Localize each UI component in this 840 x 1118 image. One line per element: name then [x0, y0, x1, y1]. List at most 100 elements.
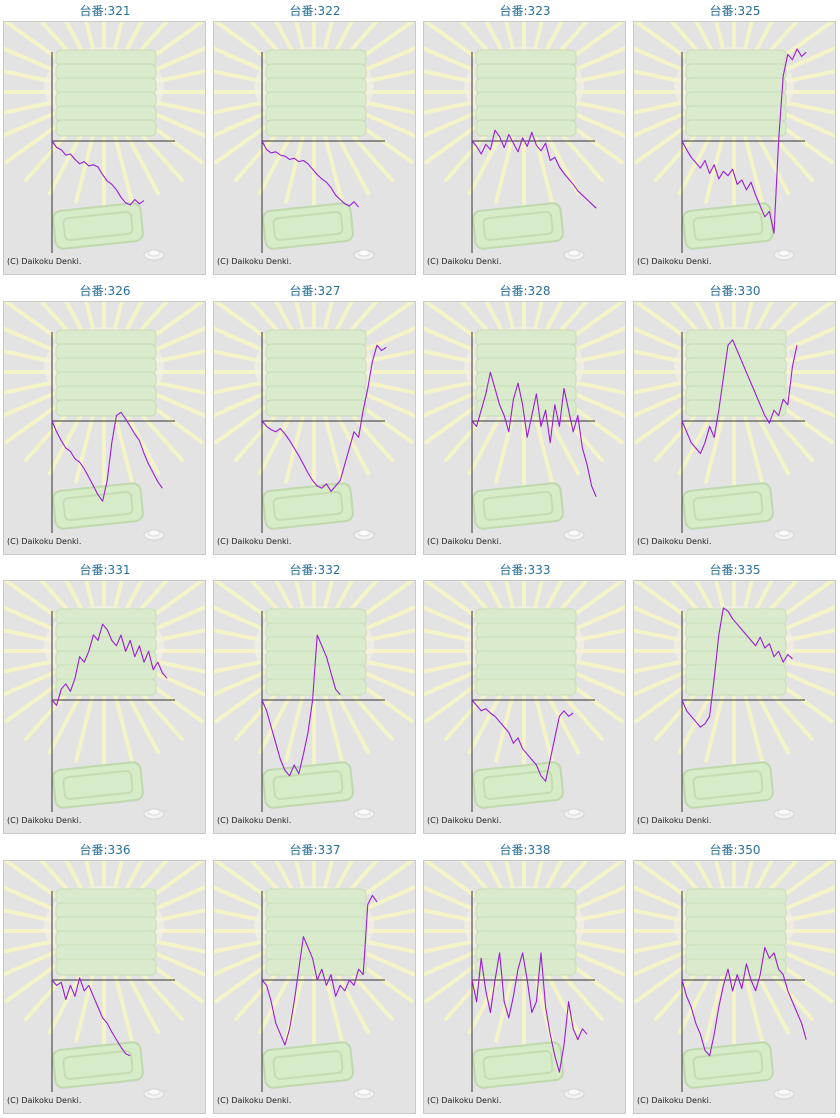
difference-series-line: [51, 411, 163, 502]
copyright-text: (C) Daikoku Denki.: [7, 257, 82, 266]
copyright-text: (C) Daikoku Denki.: [427, 1095, 502, 1105]
slump-graph: [634, 581, 835, 820]
machine-number-link[interactable]: 台番:332: [289, 563, 341, 577]
chart-cell: 台番:327 (C) Daikoku Denki.: [210, 280, 420, 559]
copyright-text: (C) Daikoku Denki.: [427, 536, 502, 546]
chart-cell: 台番:330 (C) Daikoku Denki.: [630, 280, 840, 559]
slump-graph-panel: (C) Daikoku Denki.: [633, 300, 836, 555]
slump-graph: [634, 860, 835, 1099]
chart-cell: 台番:338 (C) Daikoku Denki.: [420, 839, 630, 1118]
machine-number-link[interactable]: 台番:336: [79, 842, 131, 857]
slump-graph-panel: (C) Daikoku Denki.: [633, 21, 836, 275]
slump-graph: [424, 22, 625, 261]
chart-cell: 台番:332 (C) Daikoku Denki.: [210, 559, 420, 838]
machine-number-link[interactable]: 台番:325: [709, 4, 761, 18]
machine-number-link[interactable]: 台番:327: [289, 283, 341, 298]
slump-graph-panel: (C) Daikoku Denki.: [3, 580, 206, 834]
difference-series-line: [471, 371, 597, 497]
difference-series-line: [261, 634, 341, 777]
copyright-text: (C) Daikoku Denki.: [7, 816, 82, 825]
background-art: [4, 301, 205, 540]
machine-number-link[interactable]: 台番:321: [79, 4, 131, 18]
machine-number-link[interactable]: 台番:350: [709, 842, 761, 857]
slump-graph-panel: (C) Daikoku Denki.: [423, 300, 626, 555]
chart-cell: 台番:331 (C) Daikoku Denki.: [0, 559, 210, 838]
difference-series-line: [681, 946, 807, 1056]
slump-graph-panel: (C) Daikoku Denki.: [3, 300, 206, 555]
machine-number-link[interactable]: 台番:331: [79, 563, 131, 577]
machine-number-link[interactable]: 台番:333: [499, 563, 551, 577]
copyright-text: (C) Daikoku Denki.: [217, 816, 292, 825]
difference-series-line: [51, 140, 145, 206]
copyright-text: (C) Daikoku Denki.: [637, 536, 712, 546]
machine-number-link[interactable]: 台番:337: [289, 842, 341, 857]
difference-series-line: [681, 338, 798, 454]
chart-cell: 台番:325 (C) Daikoku Denki.: [630, 0, 840, 279]
slump-graph: [424, 581, 625, 820]
chart-cell: 台番:326 (C) Daikoku Denki.: [0, 280, 210, 559]
machine-number-link[interactable]: 台番:335: [709, 563, 761, 577]
difference-series-line: [51, 623, 168, 706]
slump-graph-panel: (C) Daikoku Denki.: [423, 21, 626, 275]
background-art: [214, 301, 415, 540]
difference-series-line: [681, 607, 793, 728]
slump-graph: [214, 22, 415, 261]
machine-number-link[interactable]: 台番:326: [79, 283, 131, 298]
slump-graph: [4, 860, 205, 1099]
background-art: [634, 301, 835, 540]
slump-graph: [4, 22, 205, 261]
copyright-text: (C) Daikoku Denki.: [7, 1095, 82, 1105]
machine-number-link[interactable]: 台番:338: [499, 842, 551, 857]
slump-graph-panel: (C) Daikoku Denki.: [213, 859, 416, 1114]
chart-cell: 台番:333 (C) Daikoku Denki.: [420, 559, 630, 838]
copyright-text: (C) Daikoku Denki.: [427, 257, 502, 266]
machine-number-link[interactable]: 台番:322: [289, 4, 341, 18]
difference-series-line: [471, 129, 597, 209]
machine-number-link[interactable]: 台番:323: [499, 4, 551, 18]
chart-cell: 台番:335 (C) Daikoku Denki.: [630, 559, 840, 838]
copyright-text: (C) Daikoku Denki.: [217, 257, 292, 266]
slump-graph-panel: (C) Daikoku Denki.: [213, 580, 416, 834]
copyright-text: (C) Daikoku Denki.: [637, 257, 712, 266]
chart-cell: 台番:322 (C) Daikoku Denki.: [210, 0, 420, 279]
background-art: [214, 860, 415, 1099]
background-art: [4, 22, 205, 261]
slump-graph-panel: (C) Daikoku Denki.: [633, 580, 836, 834]
chart-cell: 台番:337 (C) Daikoku Denki.: [210, 839, 420, 1118]
slump-graph: [4, 581, 205, 820]
slump-graph: [214, 581, 415, 820]
slump-graph: [634, 22, 835, 261]
machine-number-link[interactable]: 台番:328: [499, 283, 551, 298]
difference-series-line: [261, 344, 387, 492]
chart-cell: 台番:336 (C) Daikoku Denki.: [0, 839, 210, 1118]
chart-cell: 台番:328 (C) Daikoku Denki.: [420, 280, 630, 559]
copyright-text: (C) Daikoku Denki.: [637, 1095, 712, 1105]
background-art: [214, 581, 415, 820]
background-art: [4, 581, 205, 820]
difference-series-line: [471, 699, 574, 782]
slump-graph-panel: (C) Daikoku Denki.: [3, 859, 206, 1114]
copyright-text: (C) Daikoku Denki.: [217, 1095, 292, 1105]
difference-series-line: [471, 951, 588, 1073]
background-art: [634, 22, 835, 261]
copyright-text: (C) Daikoku Denki.: [7, 536, 82, 546]
chart-cell: 台番:321 (C) Daikoku Denki.: [0, 0, 210, 279]
slump-graph: [634, 301, 835, 540]
chart-cell: 台番:323 (C) Daikoku Denki.: [420, 0, 630, 279]
slump-graph: [214, 301, 415, 540]
slump-graph-panel: (C) Daikoku Denki.: [3, 21, 206, 275]
machine-number-link[interactable]: 台番:330: [709, 283, 761, 298]
background-art: [634, 581, 835, 820]
chart-cell: 台番:350 (C) Daikoku Denki.: [630, 839, 840, 1118]
background-art: [424, 860, 625, 1099]
difference-series-line: [51, 976, 131, 1056]
copyright-text: (C) Daikoku Denki.: [637, 816, 712, 825]
difference-series-line: [681, 48, 807, 234]
background-art: [424, 22, 625, 261]
slump-graph-panel: (C) Daikoku Denki.: [213, 300, 416, 555]
difference-series-line: [261, 894, 378, 1046]
background-art: [4, 860, 205, 1099]
background-art: [214, 22, 415, 261]
slump-graph: [424, 301, 625, 540]
background-art: [424, 301, 625, 540]
